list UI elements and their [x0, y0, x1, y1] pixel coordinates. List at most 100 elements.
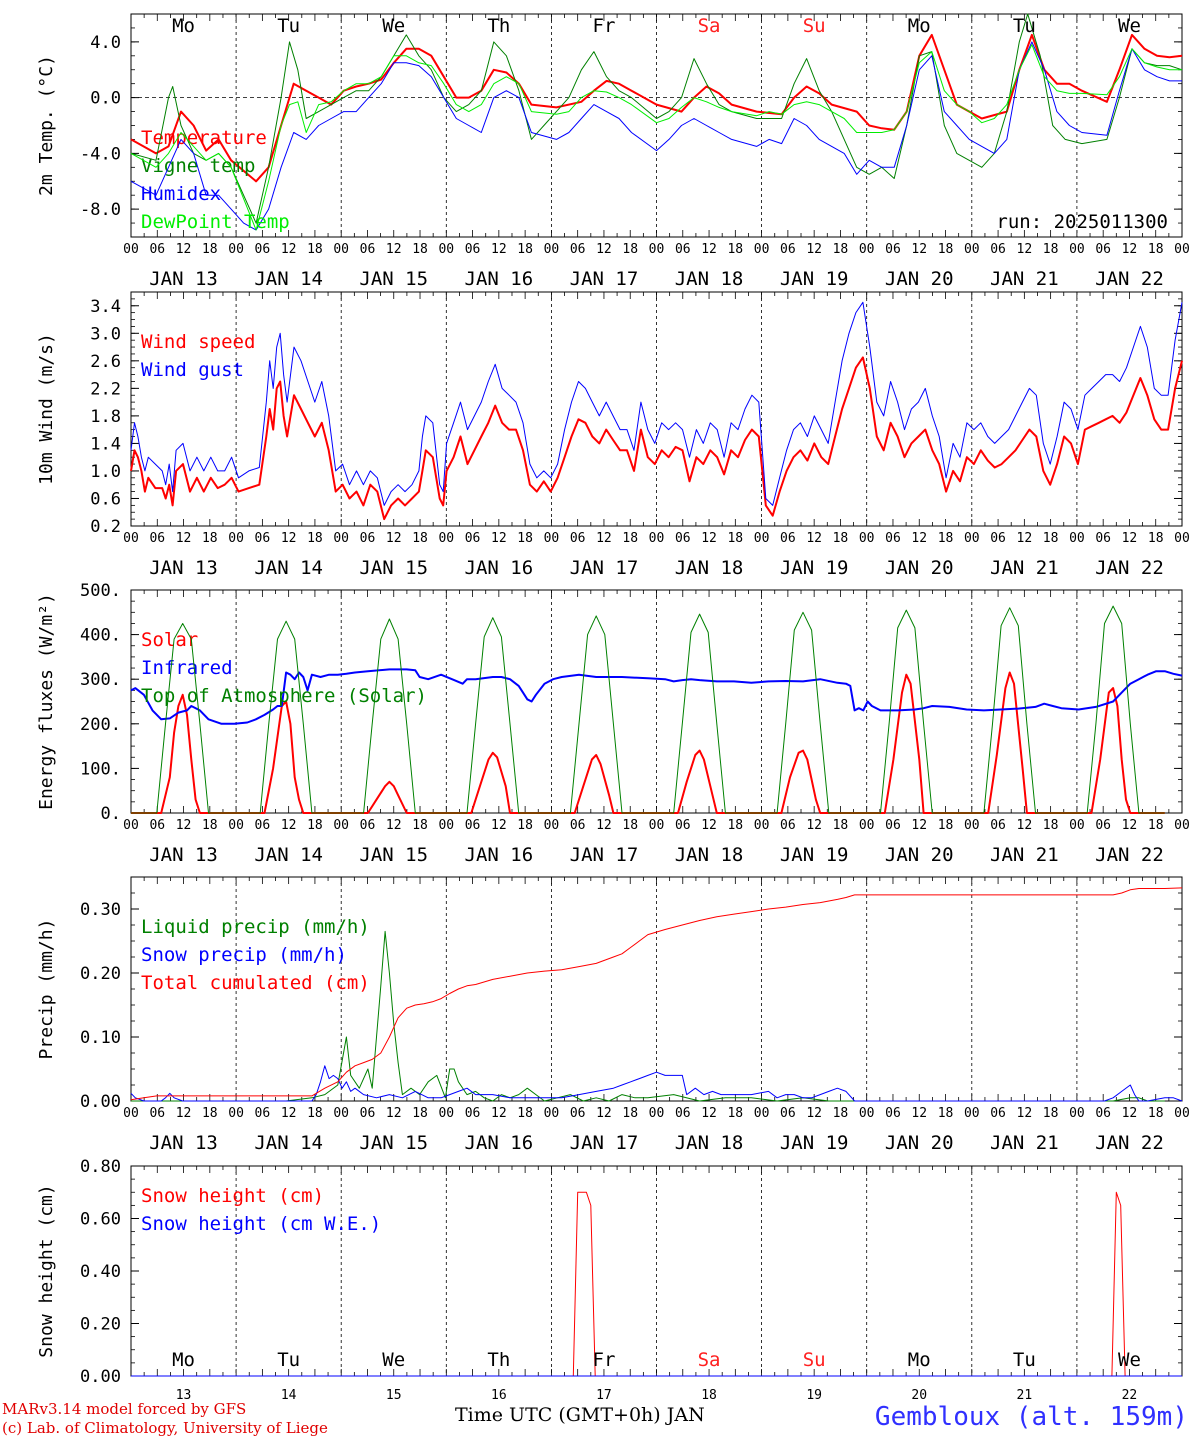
hour-tick-label: 00 — [964, 242, 980, 257]
y-tick-label: 0.80 — [80, 1157, 121, 1177]
day-number-label: 22 — [1122, 1388, 1138, 1403]
hour-tick-label: 18 — [622, 818, 638, 833]
hour-tick-label: 00 — [544, 242, 560, 257]
date-label: JAN 19 — [780, 557, 849, 579]
date-label: JAN 17 — [570, 1132, 639, 1154]
weekday-label: Tu — [277, 1349, 300, 1371]
hour-tick-label: 06 — [780, 1106, 796, 1121]
y-tick-label: 0.00 — [80, 1092, 121, 1112]
date-label: JAN 18 — [675, 268, 744, 290]
hour-tick-label: 12 — [806, 242, 822, 257]
weekday-label: Sa — [698, 1349, 721, 1371]
hour-tick-label: 12 — [596, 242, 612, 257]
day-number-label: 20 — [911, 1388, 927, 1403]
y-tick-label: 0.60 — [80, 1210, 121, 1230]
hour-tick-label: 06 — [885, 242, 901, 257]
hour-tick-label: 06 — [149, 818, 165, 833]
weekday-label: We — [1118, 15, 1141, 37]
hour-tick-label: 06 — [885, 818, 901, 833]
hour-tick-label: 18 — [622, 1106, 638, 1121]
hour-tick-label: 00 — [964, 1106, 980, 1121]
hour-tick-label: 00 — [649, 818, 665, 833]
legend-entry: Vigne temp — [141, 155, 255, 177]
hour-tick-label: 12 — [701, 818, 717, 833]
hour-tick-label: 00 — [438, 242, 454, 257]
legend-entry: Top of Atmosphere (Solar) — [141, 685, 427, 707]
hour-tick-label: 18 — [1148, 818, 1164, 833]
hour-tick-label: 00 — [438, 818, 454, 833]
y-tick-label: 0.00 — [80, 1367, 121, 1387]
hour-tick-label: 18 — [412, 242, 428, 257]
series-line-total-cumulated-cm — [130, 887, 1183, 1101]
legend-entry: Liquid precip (mm/h) — [141, 916, 370, 938]
date-label: JAN 22 — [1095, 1132, 1164, 1154]
day-number-label: 19 — [806, 1388, 822, 1403]
hour-tick-label: 18 — [202, 818, 218, 833]
series-line-humidex — [130, 41, 1182, 231]
date-label: JAN 14 — [254, 844, 323, 866]
date-label: JAN 14 — [254, 557, 323, 579]
hour-tick-label: 12 — [176, 818, 192, 833]
hour-tick-label: 00 — [859, 242, 875, 257]
weekday-label: Mo — [172, 1349, 195, 1371]
hour-tick-label: 06 — [990, 818, 1006, 833]
y-tick-label: 1.0 — [90, 462, 121, 482]
location-label: Gembloux (alt. 159m) — [874, 1402, 1188, 1432]
hour-tick-label: 06 — [255, 818, 271, 833]
hour-tick-label: 12 — [806, 531, 822, 546]
hour-tick-label: 12 — [491, 818, 507, 833]
hour-tick-label: 00 — [228, 242, 244, 257]
legend-entry: Snow precip (mm/h) — [141, 944, 347, 966]
legend-entry: Temperature — [141, 127, 267, 149]
hour-tick-label: 12 — [1122, 818, 1138, 833]
hour-tick-label: 18 — [1043, 531, 1059, 546]
hour-tick-label: 06 — [465, 531, 481, 546]
y-tick-label: 100. — [80, 759, 121, 779]
hour-tick-label: 06 — [360, 818, 376, 833]
hour-tick-label: 06 — [1095, 531, 1111, 546]
y-tick-label: 0. — [101, 804, 121, 824]
day-number-label: 21 — [1017, 1388, 1033, 1403]
hour-tick-label: 06 — [780, 242, 796, 257]
y-tick-label: 0.10 — [80, 1028, 121, 1048]
hour-tick-label: 18 — [1043, 1106, 1059, 1121]
y-tick-label: 400. — [80, 626, 121, 646]
panel-4: 0.00 0.10 0.20 0.30 Precip (mm/h) Liquid prec… — [36, 876, 1190, 1154]
hour-tick-label: 18 — [307, 242, 323, 257]
date-label: JAN 21 — [990, 844, 1059, 866]
hour-tick-label: 18 — [307, 531, 323, 546]
hour-tick-label: 12 — [491, 1106, 507, 1121]
date-label: JAN 21 — [990, 557, 1059, 579]
hour-tick-label: 12 — [701, 1106, 717, 1121]
hour-tick-label: 18 — [1148, 242, 1164, 257]
weekday-label: Mo — [908, 15, 931, 37]
day-number-label: 13 — [176, 1388, 192, 1403]
hour-tick-label: 06 — [885, 1106, 901, 1121]
hour-tick-label: 00 — [333, 242, 349, 257]
y-tick-label: 4.0 — [90, 33, 121, 53]
series-line-snow-precip-mm-h — [130, 1065, 1183, 1102]
hour-tick-label: 06 — [885, 531, 901, 546]
y-tick-label: 0.20 — [80, 964, 121, 984]
series-line-wind-gust — [130, 301, 1183, 506]
legend-entry: Infrared — [141, 657, 233, 679]
hour-tick-label: 18 — [727, 1106, 743, 1121]
hour-tick-label: 18 — [938, 818, 954, 833]
hour-tick-label: 18 — [727, 818, 743, 833]
hour-tick-label: 18 — [833, 242, 849, 257]
panel-3: 0. 100. 200. 300. 400. 500. Energy fluxes (W/m… — [36, 581, 1190, 866]
hour-tick-label: 06 — [780, 818, 796, 833]
hour-tick-label: 00 — [228, 818, 244, 833]
date-label: JAN 18 — [675, 557, 744, 579]
date-label: JAN 22 — [1095, 844, 1164, 866]
weekday-label: Mo — [908, 1349, 931, 1371]
y-tick-label: 200. — [80, 715, 121, 735]
series-line-infrared — [130, 668, 1183, 725]
hour-tick-label: 06 — [1095, 242, 1111, 257]
hour-tick-label: 12 — [1017, 818, 1033, 833]
hour-tick-label: 00 — [123, 818, 139, 833]
hour-tick-label: 06 — [360, 1106, 376, 1121]
hour-tick-label: 12 — [281, 531, 297, 546]
hour-tick-label: 12 — [1017, 242, 1033, 257]
